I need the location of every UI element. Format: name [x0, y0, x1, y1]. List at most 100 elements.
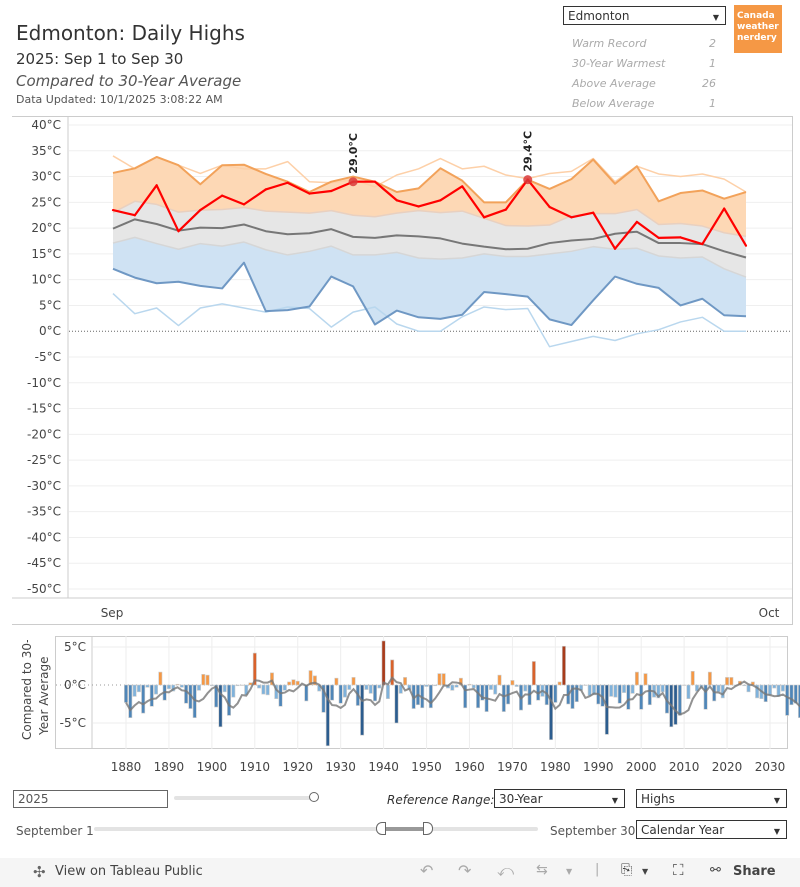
view-on-tableau-link[interactable]: View on Tableau Public	[55, 864, 203, 879]
anomaly-bar[interactable]	[136, 684, 141, 693]
fullscreen-icon[interactable]: ⛶	[673, 861, 684, 879]
refresh-icon[interactable]: ⇆	[536, 862, 548, 878]
anomaly-bar[interactable]	[441, 673, 446, 686]
anomaly-bar[interactable]	[707, 671, 712, 686]
anomaly-bar[interactable]	[480, 684, 485, 701]
anomaly-bar[interactable]	[166, 684, 171, 690]
anomaly-bar[interactable]	[604, 684, 609, 735]
anomaly-bar[interactable]	[394, 684, 399, 724]
anomaly-bar[interactable]	[510, 680, 515, 686]
anomaly-bar[interactable]	[467, 683, 472, 686]
city-dropdown[interactable]: Edmonton ▼	[563, 6, 726, 25]
revert-icon[interactable]: ⤺	[497, 861, 515, 880]
anomaly-bar[interactable]	[647, 684, 652, 706]
brand-logo[interactable]: Canada weather nerdery	[734, 5, 782, 53]
anomaly-bar[interactable]	[175, 683, 180, 686]
anomaly-bar[interactable]	[729, 677, 734, 686]
anomaly-bar[interactable]	[703, 684, 708, 710]
undo-icon[interactable]: ↶	[420, 861, 434, 880]
anomaly-bar[interactable]	[257, 684, 262, 689]
anomaly-bar[interactable]	[145, 684, 150, 688]
anomaly-bar[interactable]	[531, 661, 536, 686]
anomaly-bar[interactable]	[613, 684, 618, 698]
record-marker[interactable]	[523, 175, 533, 185]
anomaly-bar[interactable]	[574, 684, 579, 703]
anomaly-bar[interactable]	[609, 684, 614, 697]
anomaly-bar[interactable]	[476, 684, 481, 709]
year-slider-handle[interactable]	[309, 792, 319, 802]
anomaly-bar[interactable]	[673, 684, 678, 725]
anomaly-bar[interactable]	[149, 684, 154, 707]
anomaly-bar[interactable]	[325, 684, 330, 747]
redo-icon[interactable]: ↷	[458, 861, 472, 880]
anomaly-bar[interactable]	[287, 681, 292, 686]
anomaly-bar[interactable]	[351, 677, 356, 686]
anomaly-bar[interactable]	[630, 684, 635, 694]
anomaly-bar[interactable]	[261, 684, 266, 695]
year-slider-track[interactable]	[174, 796, 314, 800]
anomaly-bar[interactable]	[295, 680, 300, 686]
anomaly-bar[interactable]	[377, 684, 382, 689]
anomaly-bar[interactable]	[222, 684, 227, 693]
measure-dropdown[interactable]: Highs ▼	[636, 789, 787, 808]
anomaly-bar[interactable]	[227, 684, 231, 716]
anomaly-bar[interactable]	[686, 684, 691, 699]
anomaly-bar[interactable]	[132, 684, 137, 697]
anomaly-bar[interactable]	[428, 684, 433, 709]
date-range-end-handle[interactable]	[423, 822, 434, 835]
share-icon[interactable]: ⚯	[710, 863, 721, 878]
anomaly-bar[interactable]	[403, 677, 408, 686]
anomaly-bar[interactable]	[553, 684, 558, 703]
anomaly-bar[interactable]	[463, 684, 468, 709]
anomaly-bar[interactable]	[626, 684, 631, 710]
anomaly-bar[interactable]	[677, 684, 682, 716]
anomaly-bar[interactable]	[501, 684, 506, 712]
anomaly-bar[interactable]	[587, 684, 592, 696]
anomaly-bar[interactable]	[549, 684, 553, 741]
record-marker[interactable]	[348, 177, 358, 187]
anomaly-bar[interactable]	[308, 670, 313, 686]
anomaly-bar[interactable]	[690, 671, 695, 686]
anomaly-bar[interactable]	[304, 684, 309, 702]
share-button[interactable]: Share	[733, 864, 776, 879]
anomaly-bar[interactable]	[656, 684, 661, 699]
anomaly-bar[interactable]	[592, 684, 596, 696]
anomaly-bar[interactable]	[768, 684, 772, 696]
anomaly-bar[interactable]	[141, 684, 146, 714]
anomaly-bar[interactable]	[437, 673, 442, 686]
anomaly-bar[interactable]	[639, 684, 644, 710]
anomaly-bar[interactable]	[128, 684, 133, 718]
anomaly-bar[interactable]	[184, 684, 189, 704]
anomaly-bar[interactable]	[343, 684, 347, 698]
anomaly-bar[interactable]	[201, 674, 206, 686]
date-range-track[interactable]	[94, 827, 538, 831]
anomaly-bar[interactable]	[557, 681, 562, 686]
anomaly-bar[interactable]	[742, 684, 747, 687]
anomaly-bar[interactable]	[798, 684, 800, 718]
anomaly-bar[interactable]	[785, 684, 790, 716]
anomaly-bar[interactable]	[488, 684, 493, 690]
year-input[interactable]: 2025	[13, 790, 168, 808]
anomaly-bar[interactable]	[634, 671, 639, 686]
download-icon[interactable]: ⎘	[621, 862, 633, 878]
anomaly-bar[interactable]	[231, 684, 236, 698]
anomaly-bar[interactable]	[197, 684, 201, 691]
anomaly-bar[interactable]	[154, 684, 158, 695]
reference-range-dropdown[interactable]: 30-Year ▼	[494, 789, 625, 808]
anomaly-bar[interactable]	[643, 673, 648, 686]
anomaly-bar[interactable]	[660, 684, 665, 693]
anomaly-bar[interactable]	[561, 645, 566, 686]
anomaly-bar[interactable]	[252, 652, 257, 686]
anomaly-bar[interactable]	[235, 684, 240, 687]
anomaly-bar[interactable]	[617, 684, 622, 704]
anomaly-bar[interactable]	[780, 684, 785, 692]
anomaly-bar[interactable]	[360, 684, 365, 736]
anomaly-bar[interactable]	[497, 674, 502, 686]
chevron-down-icon[interactable]: ▼	[642, 867, 649, 876]
anomaly-bar[interactable]	[239, 684, 244, 686]
anomaly-bar[interactable]	[209, 684, 214, 687]
anomaly-bar[interactable]	[493, 684, 498, 695]
date-range-start-handle[interactable]	[376, 822, 387, 835]
anomaly-bar[interactable]	[312, 675, 317, 686]
anomaly-bar[interactable]	[124, 684, 128, 703]
